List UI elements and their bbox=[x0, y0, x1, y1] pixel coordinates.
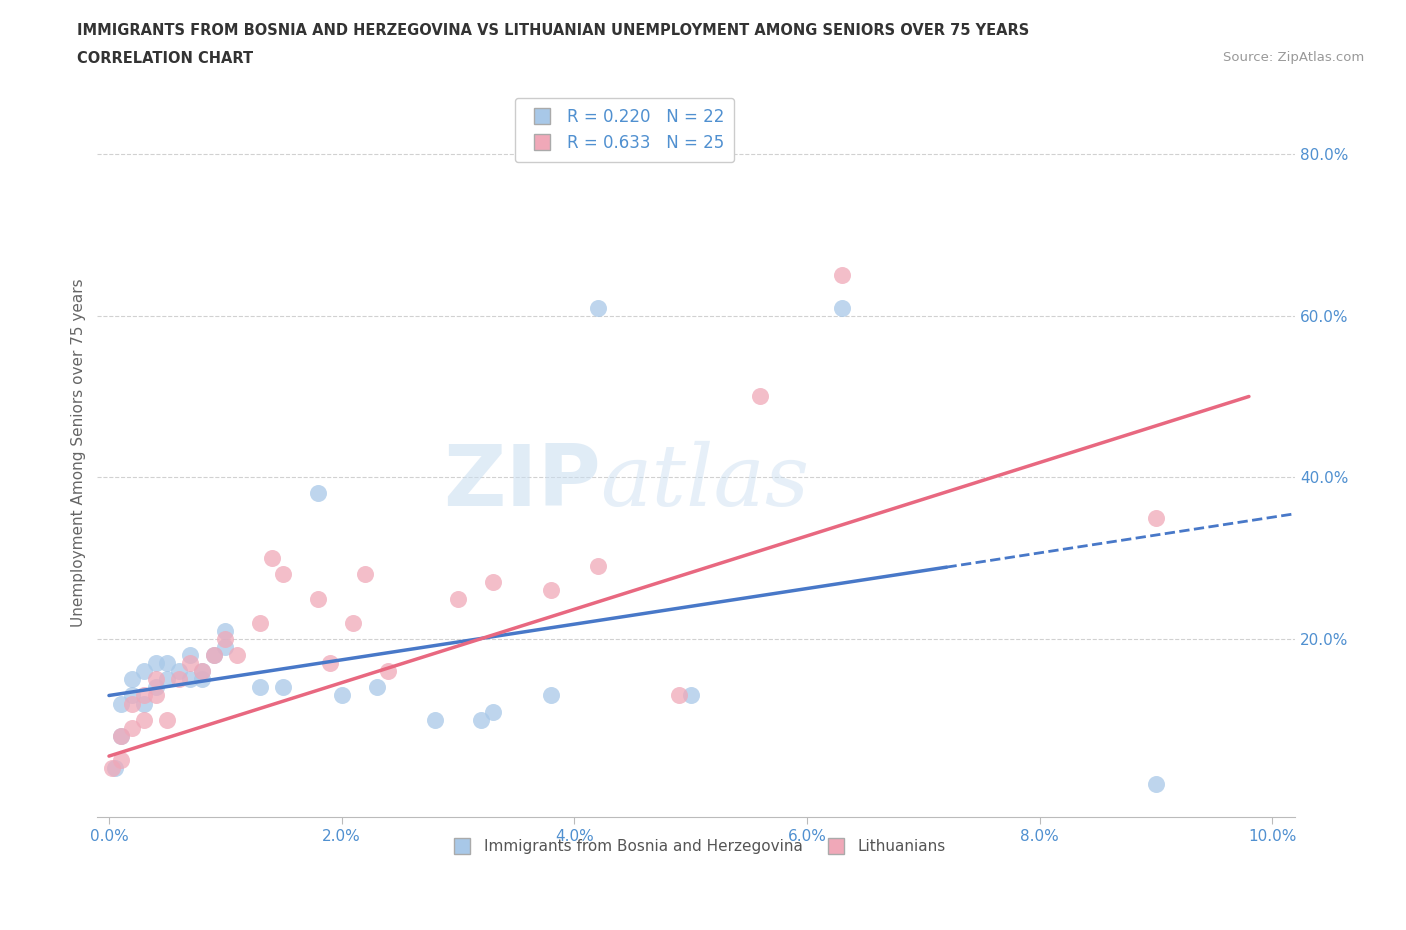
Point bbox=[540, 583, 562, 598]
Text: ZIP: ZIP bbox=[443, 441, 600, 524]
Text: Source: ZipAtlas.com: Source: ZipAtlas.com bbox=[1223, 51, 1364, 64]
Point bbox=[354, 566, 377, 581]
Point bbox=[110, 728, 132, 743]
Legend: Immigrants from Bosnia and Herzegovina, Lithuanians: Immigrants from Bosnia and Herzegovina, … bbox=[441, 832, 952, 860]
Point bbox=[226, 647, 249, 662]
Point bbox=[121, 721, 143, 736]
Point bbox=[249, 680, 271, 695]
Text: CORRELATION CHART: CORRELATION CHART bbox=[77, 51, 253, 66]
Point bbox=[831, 300, 853, 315]
Point bbox=[330, 688, 353, 703]
Point bbox=[749, 389, 772, 404]
Point bbox=[191, 671, 214, 686]
Point bbox=[121, 671, 143, 686]
Point bbox=[110, 752, 132, 767]
Point bbox=[273, 566, 295, 581]
Y-axis label: Unemployment Among Seniors over 75 years: Unemployment Among Seniors over 75 years bbox=[72, 279, 86, 628]
Point bbox=[831, 268, 853, 283]
Point bbox=[366, 680, 388, 695]
Point bbox=[214, 623, 236, 638]
Point bbox=[132, 697, 155, 711]
Point bbox=[167, 671, 190, 686]
Point bbox=[679, 688, 702, 703]
Point bbox=[110, 728, 132, 743]
Point bbox=[191, 664, 214, 679]
Point bbox=[423, 712, 446, 727]
Text: atlas: atlas bbox=[600, 441, 810, 524]
Point bbox=[156, 671, 179, 686]
Point bbox=[145, 671, 167, 686]
Point bbox=[273, 680, 295, 695]
Point bbox=[179, 647, 201, 662]
Point bbox=[132, 664, 155, 679]
Point bbox=[167, 664, 190, 679]
Point bbox=[156, 712, 179, 727]
Point bbox=[540, 688, 562, 703]
Point bbox=[482, 704, 505, 719]
Point bbox=[214, 640, 236, 655]
Point bbox=[132, 712, 155, 727]
Text: IMMIGRANTS FROM BOSNIA AND HERZEGOVINA VS LITHUANIAN UNEMPLOYMENT AMONG SENIORS : IMMIGRANTS FROM BOSNIA AND HERZEGOVINA V… bbox=[77, 23, 1029, 38]
Point bbox=[104, 761, 127, 776]
Point bbox=[586, 300, 609, 315]
Point bbox=[132, 688, 155, 703]
Point bbox=[260, 551, 283, 565]
Point bbox=[249, 616, 271, 631]
Point bbox=[214, 631, 236, 646]
Point bbox=[1144, 777, 1167, 791]
Point bbox=[342, 616, 364, 631]
Point bbox=[156, 656, 179, 671]
Point bbox=[307, 591, 329, 606]
Point bbox=[145, 680, 167, 695]
Point bbox=[307, 486, 329, 501]
Point bbox=[179, 656, 201, 671]
Point bbox=[110, 697, 132, 711]
Point bbox=[1144, 511, 1167, 525]
Point bbox=[482, 575, 505, 590]
Point bbox=[668, 688, 690, 703]
Point bbox=[121, 697, 143, 711]
Point bbox=[447, 591, 470, 606]
Point bbox=[202, 647, 225, 662]
Point bbox=[202, 647, 225, 662]
Point bbox=[586, 559, 609, 574]
Point bbox=[470, 712, 492, 727]
Point bbox=[145, 656, 167, 671]
Point bbox=[101, 761, 124, 776]
Point bbox=[191, 664, 214, 679]
Point bbox=[145, 688, 167, 703]
Point bbox=[319, 656, 342, 671]
Point bbox=[121, 688, 143, 703]
Point bbox=[179, 671, 201, 686]
Point bbox=[377, 664, 399, 679]
